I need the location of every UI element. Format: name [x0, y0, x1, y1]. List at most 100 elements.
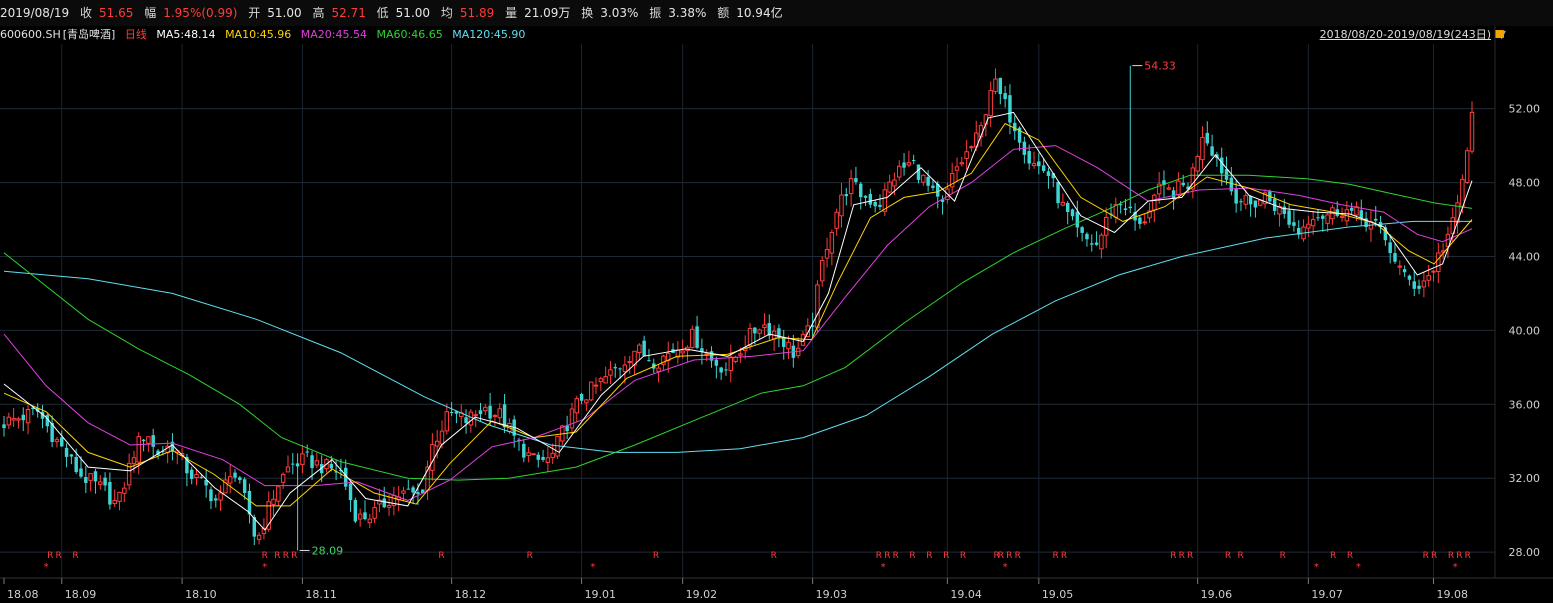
- star-marker: *: [1356, 562, 1361, 573]
- min-label: 28.09: [312, 544, 344, 557]
- change-label: 幅: [144, 6, 157, 20]
- candle-body: [151, 435, 155, 447]
- r-marker: R: [1423, 551, 1429, 561]
- candle-body: [1316, 217, 1320, 219]
- candle-body: [1070, 209, 1075, 217]
- ma20-line: [3, 145, 1473, 501]
- candle-body: [1166, 187, 1172, 190]
- r-marker: R: [960, 551, 966, 561]
- candle-body: [25, 408, 31, 424]
- x-tick-label: 19.05: [1042, 588, 1074, 601]
- candle-body: [661, 355, 666, 365]
- candle-body: [1364, 218, 1368, 228]
- candle-body: [964, 151, 969, 159]
- r-marker: R: [1225, 551, 1231, 561]
- candle-body: [695, 326, 699, 348]
- candle-body: [6, 416, 12, 426]
- candle-body: [108, 482, 112, 505]
- candle-body: [949, 173, 955, 188]
- candle-body: [608, 369, 613, 376]
- candle-body: [848, 178, 854, 195]
- y-tick-label: 36.00: [1509, 398, 1541, 411]
- candle-body: [314, 460, 320, 466]
- candle-body: [762, 324, 767, 329]
- candle-body: [988, 90, 993, 117]
- ma10-line: [3, 122, 1473, 507]
- candle-body: [1257, 199, 1263, 206]
- candle-body: [357, 513, 363, 520]
- star-marker: *: [881, 562, 886, 573]
- legend-period[interactable]: 日线: [124, 28, 147, 41]
- turnover-value: 3.03%: [600, 6, 639, 20]
- candle-body: [367, 518, 373, 524]
- candle-body: [1321, 215, 1325, 219]
- candle-body: [1017, 127, 1022, 143]
- candle-body: [897, 165, 902, 178]
- candle-body: [1003, 93, 1007, 100]
- candle-body: [1407, 275, 1412, 280]
- r-marker: R: [1006, 551, 1012, 561]
- candle-body: [329, 463, 334, 469]
- candle-body: [170, 441, 175, 452]
- candle-body: [522, 443, 526, 458]
- candle-body: [829, 232, 835, 254]
- candle-body: [295, 463, 300, 467]
- candle-body: [603, 376, 608, 384]
- candle-body: [266, 501, 271, 530]
- candle-body: [1374, 218, 1378, 221]
- candle-body: [728, 356, 734, 372]
- candle-body: [1176, 180, 1181, 196]
- r-marker: R: [876, 551, 882, 561]
- candle-body: [781, 337, 786, 347]
- candle-body: [1310, 219, 1316, 227]
- r-marker: R: [1015, 551, 1021, 561]
- candle-body: [1200, 136, 1205, 161]
- candle-body: [541, 456, 545, 460]
- candle-body: [406, 488, 411, 490]
- candle-body: [122, 487, 127, 494]
- candle-body: [517, 439, 521, 441]
- candle-body: [1162, 180, 1166, 185]
- candle-body: [810, 325, 815, 327]
- candle-body: [1297, 227, 1301, 235]
- candle-body: [757, 329, 762, 334]
- candle-body: [738, 353, 743, 356]
- lock-icon[interactable]: [1495, 30, 1504, 38]
- candle-body: [93, 471, 98, 482]
- candle-body: [112, 499, 117, 505]
- candle-body: [252, 517, 257, 537]
- high-label: 高: [312, 6, 325, 20]
- annotations: 54.33 28.09: [299, 60, 1176, 557]
- r-marker: R: [47, 551, 53, 561]
- candle-body: [936, 183, 940, 197]
- star-marker: *: [44, 562, 49, 573]
- legend-ma5: MA5:48.14: [156, 28, 216, 41]
- candle-body: [1186, 186, 1190, 190]
- r-marker: R: [283, 551, 289, 561]
- candle-body: [887, 181, 892, 193]
- r-marker: R: [1061, 551, 1067, 561]
- candle-body: [199, 476, 204, 478]
- candle-body: [1051, 173, 1055, 179]
- candle-body: [280, 473, 286, 483]
- candle-body: [1094, 242, 1099, 245]
- candle-body: [536, 454, 540, 460]
- avg-label: 均: [440, 6, 453, 20]
- candle-body: [21, 414, 25, 421]
- candle-body: [1335, 209, 1339, 216]
- candle-body: [680, 350, 685, 354]
- candle-body: [1041, 165, 1046, 171]
- x-tick-label: 19.03: [816, 588, 848, 601]
- x-tick-label: 19.07: [1311, 588, 1343, 601]
- candle-body: [233, 472, 237, 478]
- date-range-selector[interactable]: 2018/08/20-2019/08/19(243日): [1319, 28, 1491, 41]
- r-marker: R: [262, 551, 268, 561]
- ma5-line: [3, 111, 1473, 531]
- candle-body: [565, 425, 569, 432]
- high-value: 52.71: [331, 6, 366, 20]
- candle-body: [483, 406, 488, 412]
- candle-body: [189, 469, 194, 479]
- r-marker: R: [884, 551, 890, 561]
- candle-body: [204, 480, 208, 486]
